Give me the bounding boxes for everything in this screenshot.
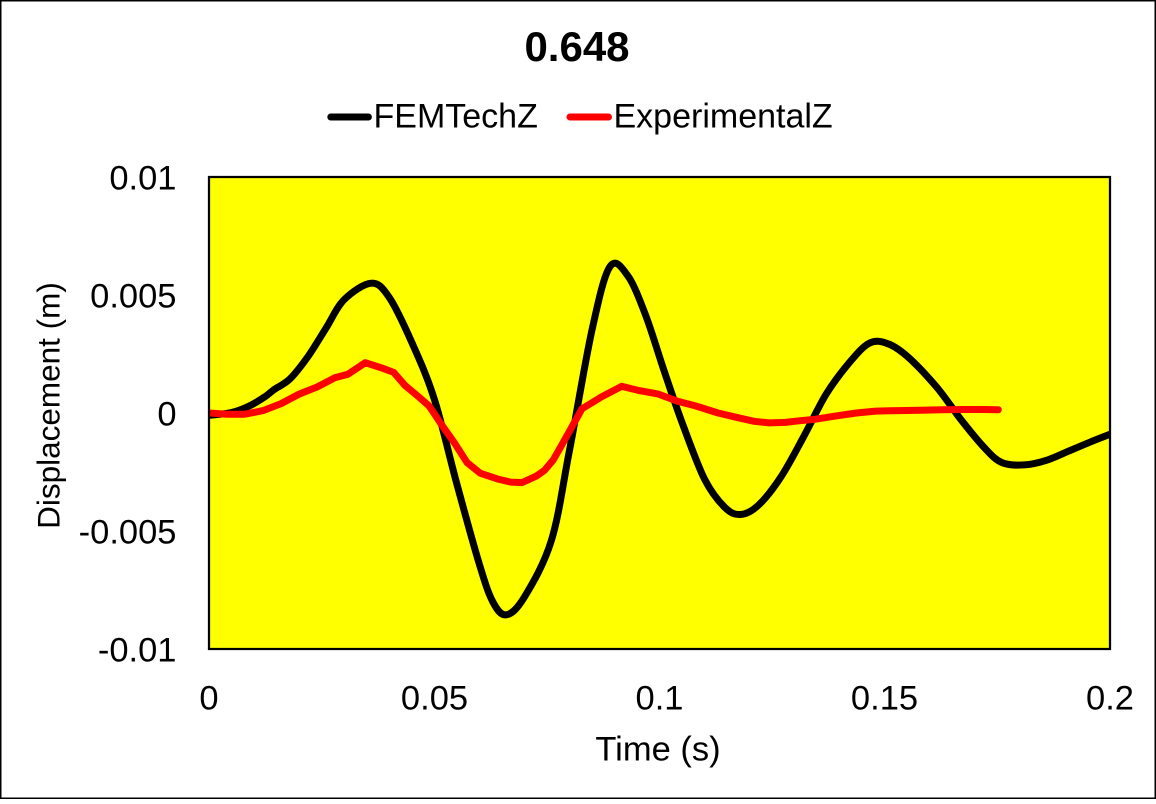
svg-text:Displacement (m): Displacement (m): [31, 282, 67, 529]
svg-text:0: 0: [157, 395, 176, 433]
svg-text:0.05: 0.05: [401, 680, 468, 718]
svg-text:-0.005: -0.005: [79, 513, 177, 551]
svg-text:FEMTechZ: FEMTechZ: [374, 98, 538, 136]
svg-text:0.1: 0.1: [636, 680, 684, 718]
svg-text:0.005: 0.005: [90, 277, 176, 315]
svg-text:-0.01: -0.01: [98, 631, 177, 669]
svg-text:0: 0: [199, 680, 218, 718]
svg-text:Time (s): Time (s): [595, 731, 720, 769]
svg-text:0.01: 0.01: [109, 159, 176, 197]
svg-text:0.648: 0.648: [524, 23, 629, 70]
svg-text:0.2: 0.2: [1086, 680, 1134, 718]
svg-text:0.15: 0.15: [851, 680, 918, 718]
svg-text:ExperimentalZ: ExperimentalZ: [614, 98, 833, 136]
